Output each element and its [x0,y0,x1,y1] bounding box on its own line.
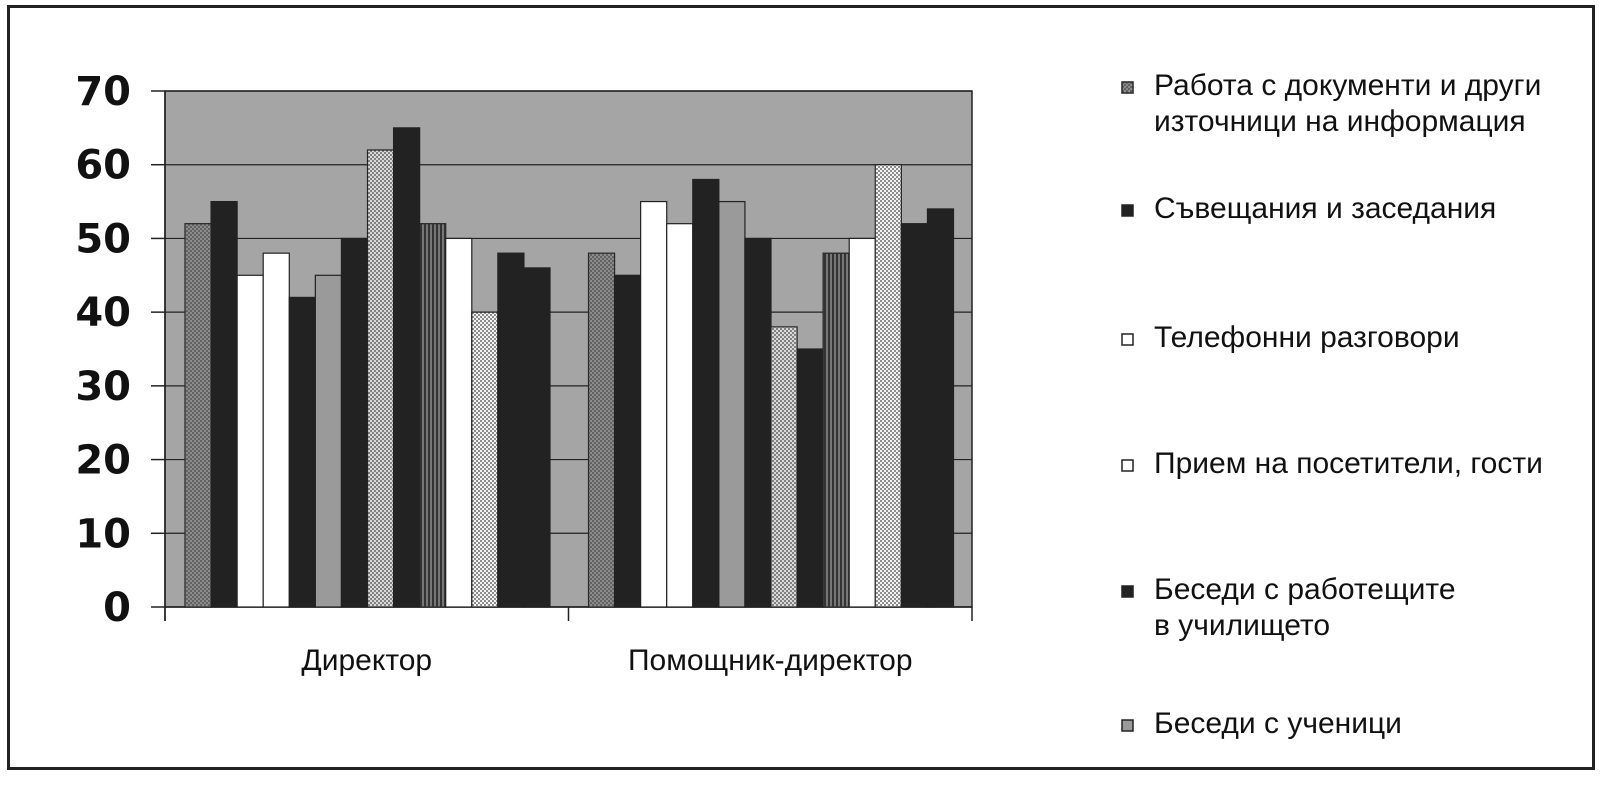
bar [666,223,694,608]
legend-marker [1121,333,1134,346]
legend-marker [1121,204,1134,217]
bar [744,237,772,608]
y-tick-label: 10 [75,511,131,557]
bar-pattern [875,164,902,607]
bar [718,200,746,608]
legend-marker [1121,585,1134,598]
bar-pattern [771,326,798,607]
bar [523,267,551,608]
y-tick-label: 30 [75,364,131,410]
x-axis: Директор Помощник-директор [164,606,973,677]
y-tick-label: 70 [75,69,131,115]
legend-label: Прием на посетители, гости [1154,447,1543,480]
bar [796,348,824,608]
bar [262,252,290,608]
legend-markers [1121,81,1134,732]
legend-label: Беседи с ученици [1154,707,1402,740]
bar-pattern [588,253,615,607]
bar-pattern [823,253,850,607]
bar [848,237,876,608]
legend-label: Съвещания и заседания [1154,192,1497,225]
y-tick-label: 0 [103,585,131,631]
y-axis: 0 10 20 30 40 50 60 70 [75,69,166,631]
bar [640,200,668,608]
bar [392,127,421,608]
bar-pattern [185,223,212,607]
legend-label: Работа с документи и други източници на … [1154,69,1542,138]
x-category-label: Директор [301,644,432,677]
y-tick-label: 50 [75,216,131,262]
y-tick-label: 20 [75,438,131,484]
legend-label: Телефонни разговори [1154,321,1460,354]
bar [288,296,316,608]
bar [900,223,929,608]
legend-marker-pattern [1122,82,1133,93]
bar-pattern [471,312,498,607]
legend-marker [1121,459,1134,472]
bar [445,237,473,608]
bar-pattern [419,223,446,607]
bar-pattern [367,149,394,607]
bar [926,208,955,608]
bar [497,252,525,608]
bar [613,274,642,608]
legend-label: Беседи с работещите в училището [1154,573,1456,642]
legend-marker [1121,719,1134,732]
x-category-label: Помощник-директор [628,644,913,677]
bars [184,127,955,608]
bar [692,178,720,608]
bar [236,274,264,608]
bar [340,237,369,608]
bar [314,274,343,608]
y-tick-label: 60 [75,143,131,189]
y-tick-label: 40 [75,290,131,336]
bar [210,200,238,608]
